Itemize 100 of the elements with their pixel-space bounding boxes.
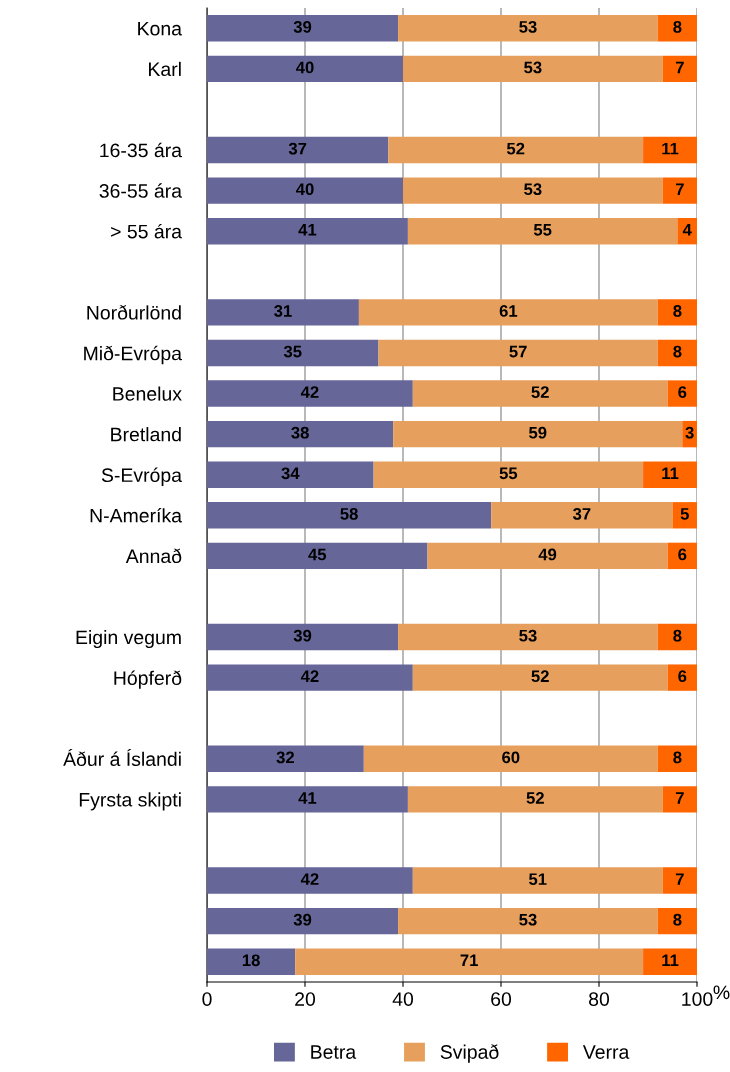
bar bbox=[207, 55, 403, 83]
bar bbox=[643, 948, 697, 975]
data-label: 3 bbox=[685, 426, 694, 439]
bar bbox=[657, 339, 697, 367]
data-label: 41 bbox=[298, 224, 317, 236]
data-label: 52 bbox=[531, 386, 549, 399]
data-label: 7 bbox=[675, 61, 684, 74]
data-label: 52 bbox=[506, 142, 525, 155]
data-label: 39 bbox=[293, 629, 312, 642]
bar bbox=[207, 218, 408, 245]
bar bbox=[207, 136, 389, 164]
y-tick-label: > 55 ára bbox=[111, 223, 182, 239]
data-label: 8 bbox=[673, 913, 682, 926]
data-label: 55 bbox=[499, 467, 518, 480]
data-label: 11 bbox=[662, 467, 679, 480]
bar bbox=[398, 907, 658, 935]
data-label: 53 bbox=[519, 629, 537, 642]
data-label: 71 bbox=[460, 954, 478, 967]
y-tick-label: Benelux bbox=[113, 386, 182, 401]
y-tick-label: Kona bbox=[138, 21, 182, 36]
y-tick-label: Mið-Evrópa bbox=[84, 345, 182, 365]
y-tick-label: Fyrsta skipti bbox=[79, 792, 181, 811]
data-label: 5 bbox=[680, 508, 689, 520]
bar bbox=[207, 339, 379, 367]
bar bbox=[358, 299, 658, 326]
bar bbox=[207, 420, 394, 448]
bar bbox=[393, 420, 683, 448]
bar bbox=[207, 623, 399, 651]
bar bbox=[667, 380, 697, 407]
bar bbox=[657, 745, 697, 772]
data-label: 37 bbox=[572, 507, 591, 520]
data-label: 39 bbox=[293, 20, 312, 33]
data-label: 45 bbox=[308, 548, 327, 561]
data-label: 7 bbox=[675, 792, 684, 804]
data-label: 59 bbox=[528, 426, 547, 439]
bar bbox=[207, 177, 403, 204]
bar bbox=[407, 786, 663, 813]
data-label: 42 bbox=[300, 873, 319, 885]
y-tick-label: 16-35 ára bbox=[100, 142, 183, 158]
bar bbox=[403, 177, 663, 204]
data-label: 6 bbox=[678, 386, 687, 399]
y-tick-label: S-Evrópa bbox=[101, 467, 182, 486]
bar bbox=[657, 299, 697, 326]
bar bbox=[412, 664, 668, 691]
bar bbox=[378, 339, 658, 367]
data-label: 53 bbox=[524, 61, 542, 74]
y-tick-label: Annað bbox=[125, 548, 182, 564]
data-label: 61 bbox=[499, 305, 518, 317]
bar bbox=[657, 623, 697, 651]
bar bbox=[207, 380, 413, 407]
data-label: 42 bbox=[300, 386, 319, 398]
bar bbox=[491, 502, 673, 529]
bar bbox=[207, 867, 413, 894]
data-label: 53 bbox=[524, 183, 542, 196]
bar bbox=[662, 55, 697, 83]
bar bbox=[207, 461, 374, 488]
data-label: 4 bbox=[682, 224, 692, 236]
bar bbox=[667, 542, 697, 570]
bar bbox=[207, 502, 492, 529]
y-tick-label: 36-55 ára bbox=[99, 183, 183, 198]
data-label: 8 bbox=[673, 629, 682, 642]
data-label: 40 bbox=[295, 183, 314, 196]
y-tick-label: Áður á Íslandi bbox=[63, 748, 181, 767]
data-label: 42 bbox=[300, 670, 319, 682]
data-label: 38 bbox=[291, 426, 309, 439]
bar bbox=[427, 542, 668, 570]
y-tick-label: Norðurlönd bbox=[87, 305, 181, 320]
data-label: 18 bbox=[242, 954, 260, 967]
y-tick-label: Hópferð bbox=[114, 670, 182, 689]
data-label: 49 bbox=[538, 548, 557, 561]
bar bbox=[643, 136, 697, 164]
bar bbox=[398, 15, 658, 42]
bar bbox=[412, 380, 668, 407]
data-label: 57 bbox=[509, 345, 527, 358]
data-label: 11 bbox=[662, 142, 679, 155]
x-tick-label: 60 bbox=[491, 992, 512, 1006]
data-label: 53 bbox=[519, 913, 537, 926]
bar bbox=[207, 542, 428, 570]
legend-label: Betra bbox=[311, 1045, 357, 1059]
data-label: 35 bbox=[283, 345, 302, 358]
bar bbox=[657, 15, 697, 42]
bar bbox=[363, 745, 658, 772]
data-label: 8 bbox=[673, 751, 682, 764]
data-label: 6 bbox=[678, 548, 687, 561]
bar bbox=[667, 664, 697, 691]
bar bbox=[295, 948, 644, 975]
bar bbox=[657, 907, 697, 935]
data-label: 6 bbox=[678, 670, 687, 683]
bar bbox=[403, 55, 663, 83]
data-label: 7 bbox=[675, 873, 684, 885]
bar bbox=[373, 461, 644, 488]
bar bbox=[662, 177, 697, 204]
data-label: 52 bbox=[526, 792, 544, 804]
data-label: 53 bbox=[519, 20, 537, 33]
bar bbox=[388, 136, 644, 164]
data-label: 52 bbox=[531, 670, 549, 683]
x-tick-label: 20 bbox=[295, 992, 316, 1006]
bar bbox=[207, 664, 413, 691]
x-tick-label: 80 bbox=[589, 992, 610, 1006]
y-tick-label: N-Ameríka bbox=[90, 508, 182, 523]
